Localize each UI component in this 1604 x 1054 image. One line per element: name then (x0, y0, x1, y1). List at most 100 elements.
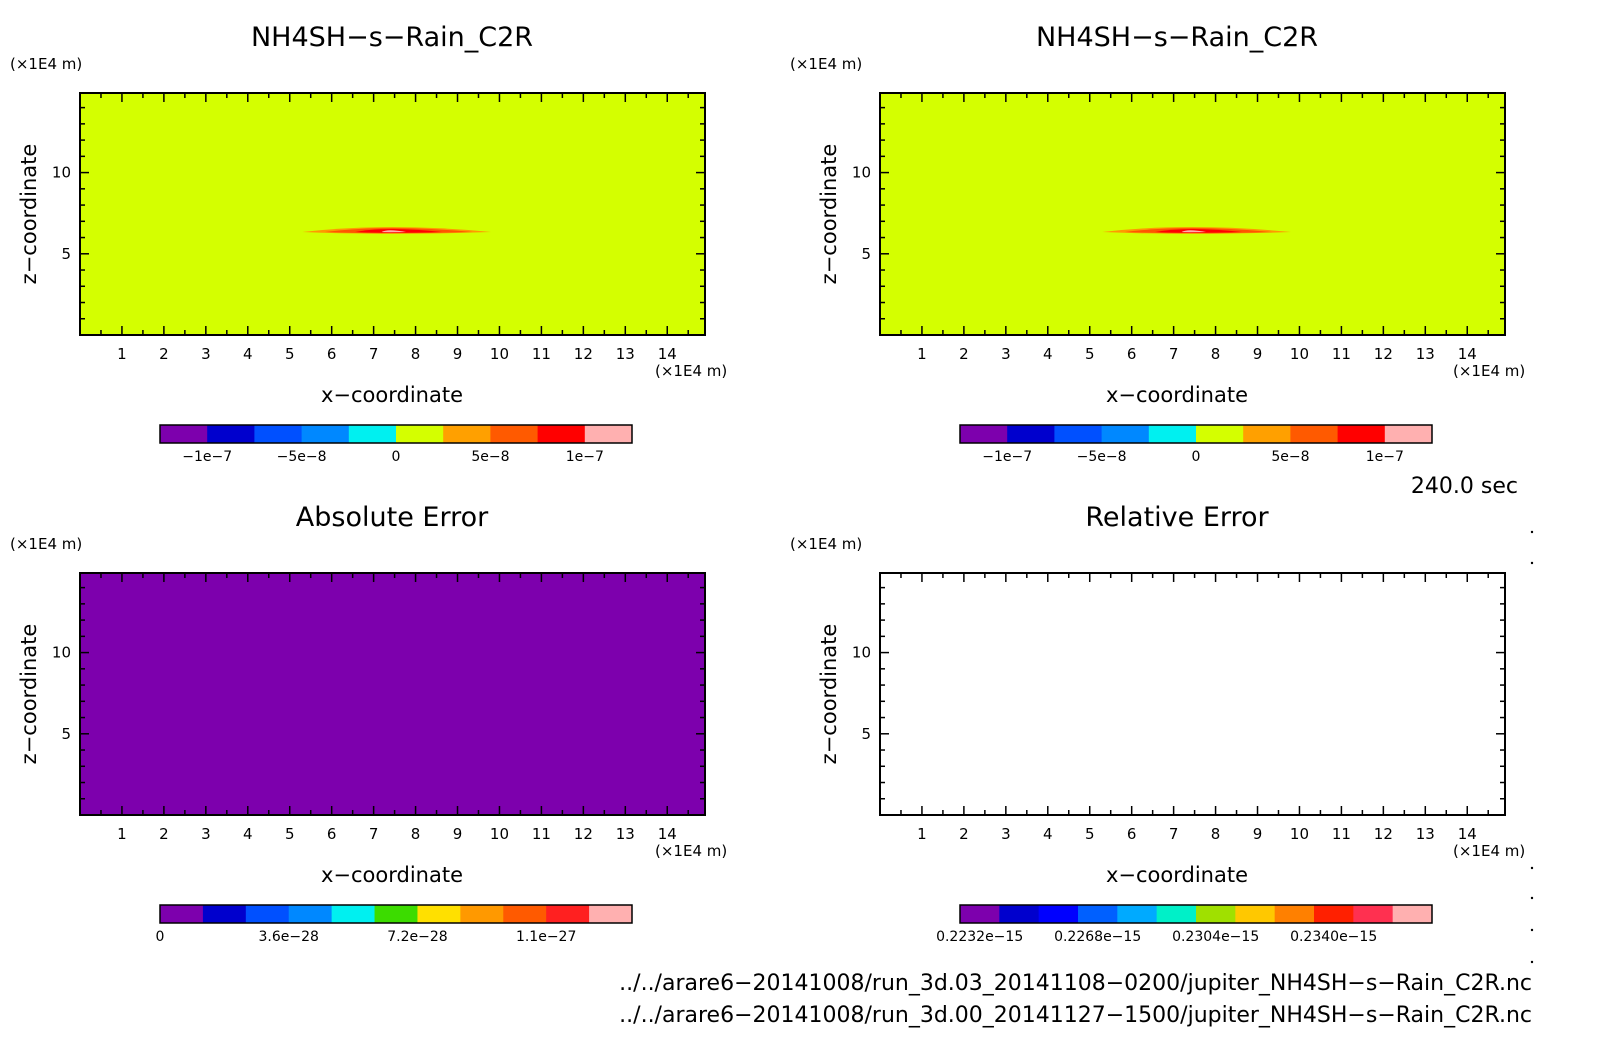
colorbar-swatch (1156, 905, 1197, 923)
colorbar-swatch (1007, 425, 1055, 443)
z-tick-label: 5 (61, 725, 71, 743)
x-tick-label: 11 (1332, 825, 1351, 843)
colorbar-tick-label: −5e−8 (1077, 449, 1127, 465)
plot-area (880, 573, 1505, 815)
time-label: 240.0 sec (1411, 474, 1518, 499)
colorbar-swatch (1337, 425, 1386, 443)
plot-frame (879, 92, 1506, 336)
colorbar-swatch (331, 905, 376, 923)
x-unit-label: (×1E4 m) (1453, 842, 1525, 860)
x-tick-label: 8 (1211, 825, 1221, 843)
colorbar-frame (959, 424, 1433, 444)
x-unit-label: (×1E4 m) (1453, 362, 1525, 380)
colorbar-swatch (503, 905, 547, 923)
colorbar-frame (159, 904, 633, 924)
x-tick-label: 11 (532, 345, 551, 363)
colorbar-swatch (1243, 425, 1291, 443)
x-tick-label: 4 (1043, 345, 1053, 363)
x-tick-label: 4 (243, 345, 253, 363)
x-tick-label: 14 (1458, 825, 1477, 843)
x-axis-label: x−coordinate (1106, 863, 1248, 887)
panel-title: Absolute Error (296, 502, 489, 533)
colorbar-swatch (1274, 905, 1315, 923)
y-axis-label: z−coordinate (817, 624, 841, 765)
colorbar-tick-label: 1.1e−27 (516, 929, 576, 945)
x-tick-label: 3 (1001, 345, 1011, 363)
x-tick-label: 2 (959, 825, 969, 843)
z-tick-label: 10 (852, 644, 871, 662)
x-tick-label: 2 (159, 345, 169, 363)
x-tick-label: 10 (1290, 825, 1309, 843)
colorbar-tick-label: 5e−8 (471, 449, 509, 465)
x-tick-label: 7 (369, 345, 379, 363)
x-tick-label: 8 (411, 345, 421, 363)
colorbar-swatch (245, 905, 290, 923)
colorbar-swatch (443, 425, 491, 443)
x-unit-label: (×1E4 m) (655, 362, 727, 380)
colorbar: −1e−7 −5e−8 0 5e−8 1e−7 (159, 424, 633, 465)
colorbar-tick-label: 0 (1192, 449, 1201, 465)
colorbar-tick-label: 3.6e−28 (259, 929, 319, 945)
colorbar-swatch (202, 905, 247, 923)
y-unit-label: (×1E4 m) (10, 535, 82, 553)
colorbar-swatch (1384, 425, 1433, 443)
plot-area (80, 573, 705, 815)
x-tick-label: 1 (117, 345, 127, 363)
x-tick-label: 3 (201, 345, 211, 363)
x-tick-label: 5 (1085, 345, 1095, 363)
x-tick-label: 12 (574, 345, 593, 363)
colorbar-swatch (1117, 905, 1158, 923)
x-tick-label: 2 (959, 345, 969, 363)
x-tick-label: 5 (285, 825, 295, 843)
x-tick-label: 4 (1043, 825, 1053, 843)
panel-title: Relative Error (1085, 502, 1269, 533)
x-axis-label: x−coordinate (321, 863, 463, 887)
x-tick-label: 9 (453, 825, 463, 843)
x-tick-label: 14 (1458, 345, 1477, 363)
y-axis-label: z−coordinate (817, 144, 841, 285)
z-tick-label: 10 (52, 644, 71, 662)
colorbar-swatch (537, 425, 586, 443)
colorbar-swatch (1101, 425, 1150, 443)
x-tick-label: 11 (532, 825, 551, 843)
colorbar-tick-label: 0 (156, 929, 165, 945)
colorbar-swatch (348, 425, 397, 443)
colorbar-swatch (301, 425, 350, 443)
colorbar-swatch (417, 905, 461, 923)
rain-feature (1102, 227, 1292, 234)
x-tick-label: 6 (1127, 345, 1137, 363)
feature-contour-center (381, 230, 407, 233)
colorbar-tick-label: 0 (392, 449, 401, 465)
colorbar-tick-label: 7.2e−28 (387, 929, 447, 945)
plot-area (80, 93, 705, 335)
x-tick-label: 8 (1211, 345, 1221, 363)
x-tick-label: 5 (285, 345, 295, 363)
x-tick-label: 9 (1253, 825, 1263, 843)
z-tick-label: 10 (852, 164, 871, 182)
plot-frame (79, 572, 706, 816)
x-tick-label: 6 (327, 345, 337, 363)
panel-title: NH4SH−s−Rain_C2R (251, 22, 533, 53)
panel-bottom-left: Absolute Error (×1E4 m) 1 2 3 4 5 6 7 8 9 10 11 12 1… (10, 502, 727, 945)
colorbar: 0.2232e−15 0.2268e−15 0.2304e−15 0.2340e−15 (936, 904, 1433, 945)
x-tick-label: 3 (201, 825, 211, 843)
x-tick-label: 2 (159, 825, 169, 843)
x-tick-label: 6 (1127, 825, 1137, 843)
y-unit-label: (×1E4 m) (790, 55, 862, 73)
colorbar-swatch (1353, 905, 1394, 923)
plot-area (880, 93, 1505, 335)
colorbar-swatch (1314, 905, 1354, 923)
z-tick-label: 5 (861, 725, 871, 743)
x-tick-label: 1 (917, 345, 927, 363)
colorbar-tick-label: −1e−7 (182, 449, 232, 465)
x-tick-label: 1 (117, 825, 127, 843)
x-tick-label: 1 (917, 825, 927, 843)
colorbar-swatch (999, 905, 1040, 923)
margin-dots (1530, 530, 1534, 964)
y-axis-label: z−coordinate (17, 624, 41, 765)
colorbar-tick-label: 0.2268e−15 (1054, 929, 1141, 945)
